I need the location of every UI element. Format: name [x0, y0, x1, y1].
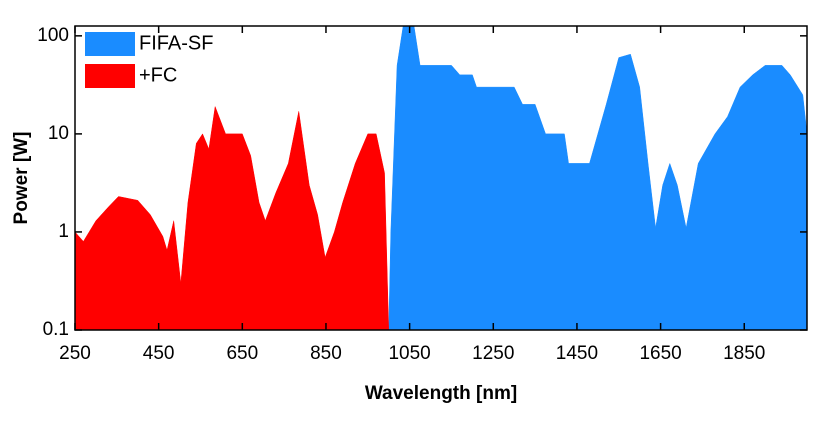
legend-label: +FC: [139, 64, 177, 86]
x-tick-label: 1850: [723, 343, 765, 364]
x-tick-label: 1050: [388, 343, 430, 364]
y-tick-label: 100: [37, 25, 69, 46]
legend-label: FIFA-SF: [139, 32, 213, 54]
x-tick-label: 250: [59, 343, 91, 364]
area: [388, 26, 807, 330]
y-tick-label: 10: [48, 123, 69, 144]
x-axis-title: Wavelength [nm]: [365, 383, 517, 404]
x-tick-label: 1450: [556, 343, 598, 364]
y-axis-title: Power [W]: [11, 132, 32, 225]
x-tick-label: 1250: [472, 343, 514, 364]
x-tick-label: 1650: [639, 343, 681, 364]
plot-frame: [74, 25, 808, 331]
legend-swatch: [85, 32, 135, 56]
x-tick-label: 650: [226, 343, 258, 364]
x-tick-label: 850: [310, 343, 342, 364]
y-tick-label: 1: [58, 221, 69, 242]
legend-swatch: [85, 64, 135, 88]
y-tick-label: 0.1: [43, 319, 69, 340]
x-tick-label: 450: [143, 343, 175, 364]
area: [75, 105, 389, 330]
